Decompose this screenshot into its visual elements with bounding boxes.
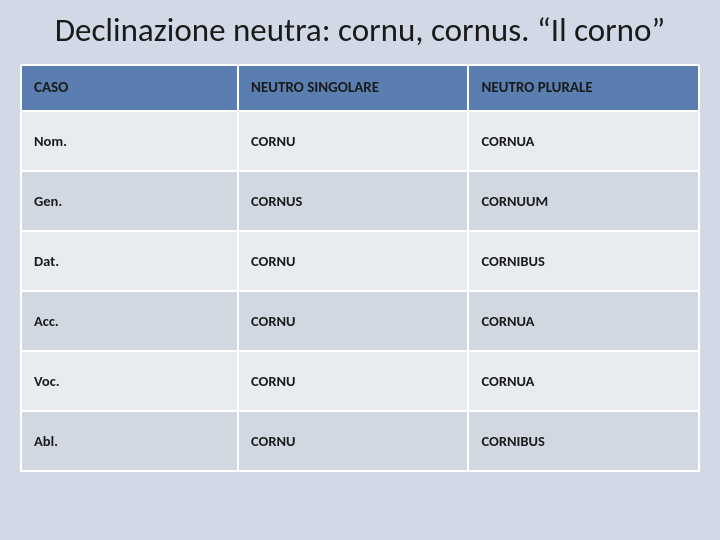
cell-caso: Abl. <box>21 411 238 471</box>
cell-caso: Dat. <box>21 231 238 291</box>
table-header-row: CASO NEUTRO SINGOLARE NEUTRO PLURALE <box>21 65 699 111</box>
slide: Declinazione neutra: cornu, cornus. “Il … <box>0 0 720 540</box>
cell-caso: Acc. <box>21 291 238 351</box>
cell-plurale: CORNUA <box>468 291 699 351</box>
col-header-caso: CASO <box>21 65 238 111</box>
cell-plurale: CORNIBUS <box>468 231 699 291</box>
cell-singolare: CORNU <box>238 291 469 351</box>
slide-title: Declinazione neutra: cornu, cornus. “Il … <box>20 12 700 50</box>
declension-table: CASO NEUTRO SINGOLARE NEUTRO PLURALE Nom… <box>20 64 700 472</box>
cell-singolare: CORNU <box>238 111 469 171</box>
table-row: Abl. CORNU CORNIBUS <box>21 411 699 471</box>
cell-plurale: CORNUA <box>468 111 699 171</box>
col-header-plurale: NEUTRO PLURALE <box>468 65 699 111</box>
table-row: Acc. CORNU CORNUA <box>21 291 699 351</box>
cell-caso: Voc. <box>21 351 238 411</box>
cell-singolare: CORNU <box>238 351 469 411</box>
cell-singolare: CORNUS <box>238 171 469 231</box>
cell-caso: Nom. <box>21 111 238 171</box>
table-row: Gen. CORNUS CORNUUM <box>21 171 699 231</box>
cell-plurale: CORNUA <box>468 351 699 411</box>
cell-singolare: CORNU <box>238 411 469 471</box>
table-row: Nom. CORNU CORNUA <box>21 111 699 171</box>
table-row: Dat. CORNU CORNIBUS <box>21 231 699 291</box>
table-row: Voc. CORNU CORNUA <box>21 351 699 411</box>
cell-plurale: CORNUUM <box>468 171 699 231</box>
col-header-singolare: NEUTRO SINGOLARE <box>238 65 469 111</box>
cell-caso: Gen. <box>21 171 238 231</box>
cell-plurale: CORNIBUS <box>468 411 699 471</box>
cell-singolare: CORNU <box>238 231 469 291</box>
